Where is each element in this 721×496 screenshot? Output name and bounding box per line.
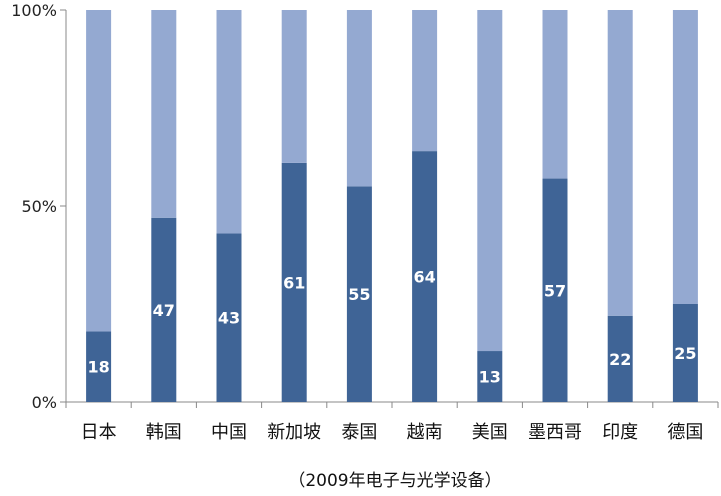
x-tick-label: 中国 [211,422,247,443]
data-label: 61 [283,273,305,292]
bar-segment-upper [542,10,568,179]
y-tick-label: 0% [32,393,57,412]
y-tick-label: 50% [21,197,57,216]
x-tick-label: 越南 [407,422,443,443]
bar-segment-upper [477,10,503,352]
bar-segment-upper [86,10,112,332]
data-label: 47 [153,301,175,320]
bar-segment-upper [412,10,438,152]
x-tick-label: 韩国 [146,422,182,443]
x-tick-label: 日本 [81,422,117,443]
bar-segment-lower [346,186,372,402]
data-label: 55 [348,285,370,304]
bar-segment-lower [151,217,177,402]
x-tick-label: 新加坡 [267,422,321,443]
y-tick-label: 100% [11,1,57,20]
bar-segment-lower [542,178,568,402]
bar-segment-lower [86,331,112,402]
bar-segment-upper [607,10,633,316]
data-label: 13 [479,368,501,387]
x-tick-label: 美国 [472,422,508,443]
bar-segment-lower [412,151,438,402]
data-label: 43 [218,309,240,328]
bar-segment-upper [151,10,177,218]
x-tick-label: 泰国 [341,422,377,443]
data-label: 64 [413,268,435,287]
bar-segment-lower [216,233,242,402]
x-tick-label: 印度 [602,422,638,443]
bars [86,10,698,402]
bar-segment-lower [477,351,503,402]
chart-caption: （2009年电子与光学设备） [288,471,501,491]
x-tick-label: 墨西哥 [528,422,582,443]
data-label: 57 [544,281,566,300]
x-tick-label: 德国 [667,422,703,443]
data-label: 25 [674,344,696,363]
labels: 18 日本 47 韩国 43 中国 61 新加坡 55 泰国 64 越南 13 美国 57 墨西哥 22 印度 25… [81,268,704,443]
bar-segment-lower [607,315,633,402]
data-label: 22 [609,350,631,369]
bar-segment-upper [346,10,372,187]
bar-segment-upper [672,10,698,304]
bar-segment-lower [672,304,698,402]
bar-segment-upper [216,10,242,234]
data-label: 18 [87,358,109,377]
bar-segment-upper [281,10,307,163]
bar-segment-lower [281,162,307,402]
